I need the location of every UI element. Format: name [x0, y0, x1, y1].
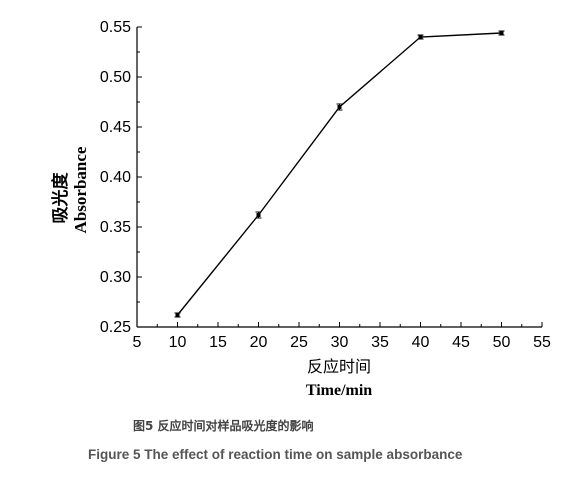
y-tick-label: 0.45 [100, 119, 131, 136]
y-tick-label: 0.35 [100, 219, 131, 236]
y-tick-label: 0.25 [100, 319, 131, 336]
data-point [175, 313, 180, 317]
y-axis-label: Absorbance [71, 146, 90, 233]
x-axis-ticks: 5 10 15 20 25 30 35 40 45 50 55 [133, 322, 551, 351]
x-tick-label: 20 [250, 334, 268, 351]
figure-caption-cn: 图5 反应时间对样品吸光度的影响 [133, 419, 314, 433]
x-tick-label: 40 [412, 334, 430, 351]
x-tick-label: 45 [452, 334, 470, 351]
data-point [256, 213, 261, 217]
x-tick-label: 10 [169, 334, 187, 351]
x-axis-label-cn: 反应时间 [307, 357, 371, 376]
series-line [176, 32, 502, 316]
data-point [337, 105, 342, 109]
y-tick-label: 0.40 [100, 169, 131, 186]
y-tick-label: 0.50 [100, 69, 131, 86]
data-point [499, 31, 504, 35]
x-tick-label: 5 [133, 334, 142, 351]
y-axis-label-cn: 吸光度 [50, 172, 71, 224]
x-tick-label: 55 [533, 334, 551, 351]
axes [136, 27, 542, 328]
y-tick-label: 0.55 [100, 19, 131, 36]
data-series [174, 30, 505, 318]
y-axis-ticks: 0.25 0.30 0.35 0.40 0.45 0.50 0.55 [100, 19, 142, 336]
x-tick-label: 25 [290, 334, 308, 351]
data-point [418, 35, 423, 39]
x-axis-label: Time/min [306, 382, 372, 399]
figure-caption-en: Figure 5 The effect of reaction time on … [88, 447, 463, 462]
x-tick-label: 30 [331, 334, 349, 351]
y-tick-label: 0.30 [100, 269, 131, 286]
x-tick-label: 35 [371, 334, 389, 351]
x-tick-label: 15 [209, 334, 227, 351]
chart-svg: 5 10 15 20 25 30 35 40 45 50 55 0.250.300.350.400.… [50, 19, 551, 399]
x-tick-label: 50 [493, 334, 511, 351]
